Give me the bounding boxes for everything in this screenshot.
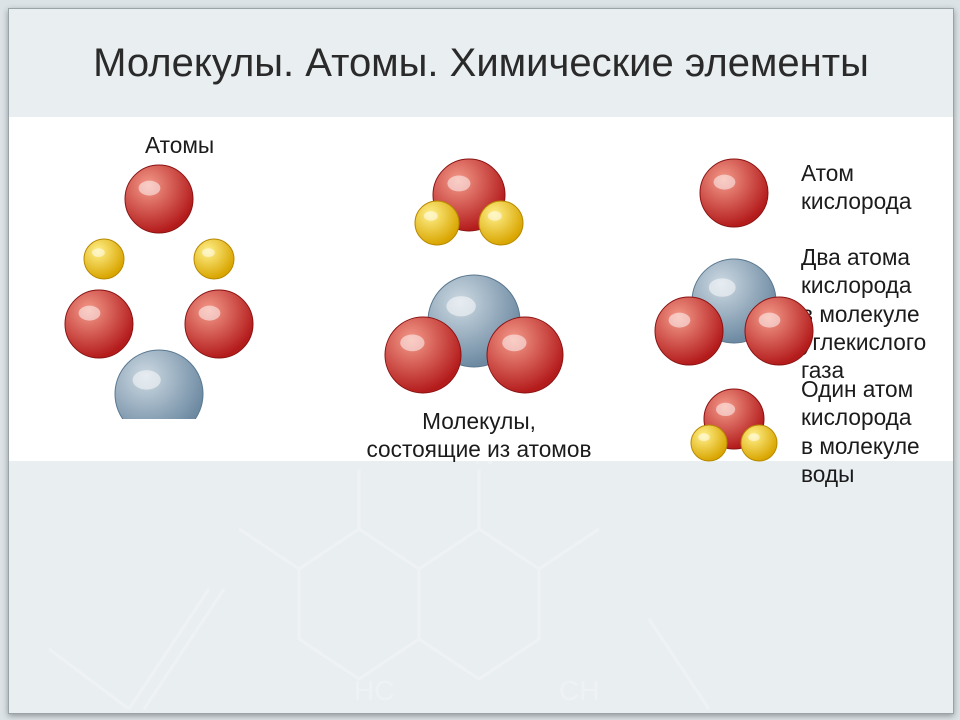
panel-center-water <box>389 149 549 259</box>
label-atoms: Атомы <box>145 131 214 159</box>
panel-right-oxygen <box>679 149 789 239</box>
label-molecules: Молекулы, состоящие из атомов <box>359 407 599 464</box>
label-water: Один атом кислорода в молекуле воды <box>801 375 920 488</box>
svg-text:HC: HC <box>354 675 394 706</box>
slide-title: Молекулы. Атомы. Химические элементы <box>9 41 953 86</box>
panel-right-co2 <box>634 247 834 377</box>
panel-right-water <box>669 381 799 476</box>
slide-frame: HC CH N Молекулы. Атомы. Химические элем… <box>8 8 954 714</box>
svg-text:CH: CH <box>559 675 599 706</box>
panel-left-atoms <box>59 159 309 419</box>
label-oxygen-atom: Атом кислорода <box>801 159 912 216</box>
panel-center-co2 <box>359 259 589 409</box>
